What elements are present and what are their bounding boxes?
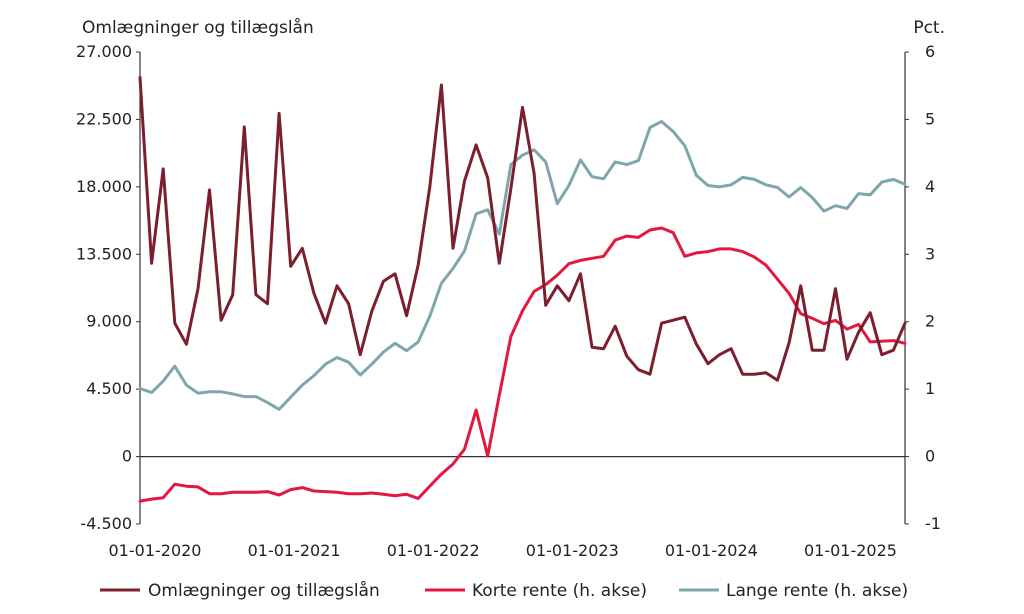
right-tick-label: 5	[925, 109, 935, 128]
left-tick-label: 13.500	[76, 244, 132, 263]
series-line-lange-rente	[138, 120, 907, 411]
axes	[139, 52, 906, 524]
right-tick-label: -1	[925, 514, 941, 533]
right-tick-labels: -1 0 1 2 3 4 5 6	[905, 42, 941, 533]
left-tick-label: 0	[122, 447, 132, 466]
right-tick-label: 4	[925, 177, 935, 196]
x-tick-label: 01-01-2021	[248, 541, 341, 560]
legend-label-korte-rente: Korte rente (h. akse)	[472, 581, 647, 601]
series-line-omlaegninger	[138, 76, 907, 382]
left-tick-label: 22.500	[76, 109, 132, 128]
left-tick-label: 9.000	[86, 312, 132, 331]
right-tick-label: 0	[925, 447, 935, 466]
x-tick-label: 01-01-2023	[526, 541, 619, 560]
left-tick-label: -4.500	[80, 514, 132, 533]
legend-label-lange-rente: Lange rente (h. akse)	[726, 581, 908, 601]
left-axis-title: Omlægninger og tillægslån	[82, 17, 314, 38]
right-tick-label: 1	[925, 379, 935, 398]
x-tick-labels: 01-01-2020 01-01-2021 01-01-2022 01-01-2023…	[109, 541, 897, 560]
x-tick-label: 01-01-2020	[109, 541, 202, 560]
legend: Omlægninger og tillægslån Korte rente (h…	[100, 580, 908, 601]
left-tick-label: 18.000	[76, 177, 132, 196]
left-tick-labels: -4.500 0 4.500 9.000 13.500 18.000 22.500 27.00…	[76, 42, 140, 533]
series-lines	[138, 76, 907, 503]
x-tick-label: 01-01-2022	[387, 541, 480, 560]
legend-label-omlaegninger: Omlægninger og tillægslån	[148, 580, 380, 601]
right-tick-label: 2	[925, 312, 935, 331]
series-line-korte-rente	[138, 226, 907, 503]
right-tick-label: 6	[925, 42, 935, 61]
left-tick-label: 4.500	[86, 379, 132, 398]
right-tick-label: 3	[925, 244, 935, 263]
x-tick-label: 01-01-2024	[665, 541, 758, 560]
left-tick-label: 27.000	[76, 42, 132, 61]
x-tick-label: 01-01-2025	[804, 541, 897, 560]
right-axis-title: Pct.	[913, 18, 945, 38]
